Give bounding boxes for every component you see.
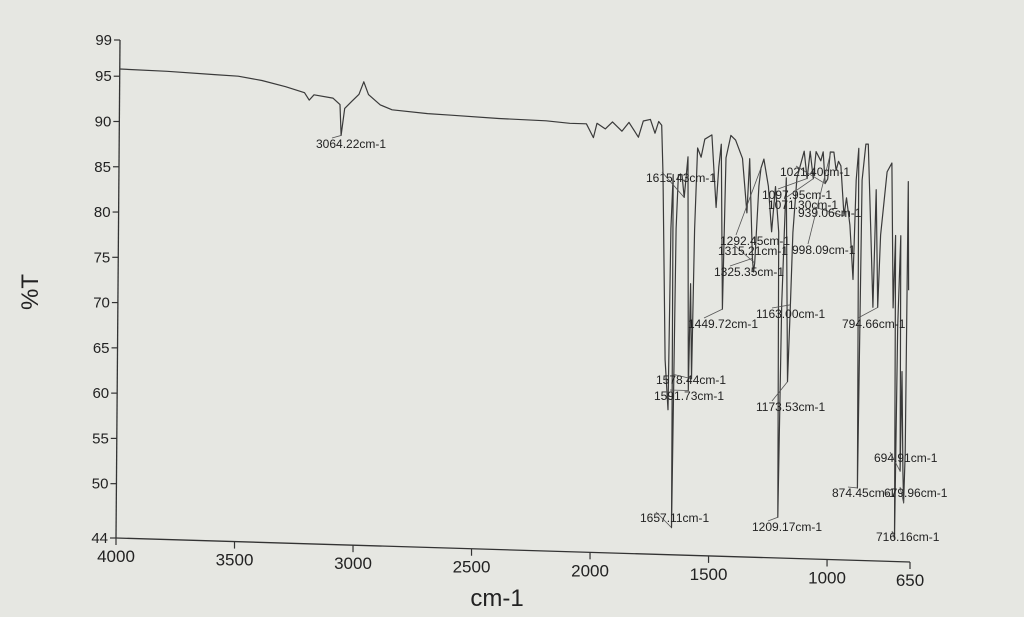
- peak-label: 1209.17cm-1: [752, 520, 822, 534]
- peak-label: 998.09cm-1: [792, 243, 856, 257]
- x-tick-label: 3000: [334, 554, 372, 573]
- y-tick-label: 75: [94, 249, 111, 266]
- peak-label: 1591.73cm-1: [654, 389, 724, 403]
- y-tick-label: 55: [92, 430, 109, 447]
- x-tick-label: 1000: [808, 568, 846, 587]
- y-tick-label: 85: [94, 159, 111, 176]
- y-tick-label: 65: [93, 340, 110, 357]
- peak-label: 1021.40cm-1: [780, 165, 850, 179]
- peak-label: 716.16cm-1: [876, 530, 940, 544]
- x-tick-label: 2500: [453, 558, 491, 577]
- y-tick-label: 70: [93, 295, 110, 312]
- peak-label: 1325.35cm-1: [714, 265, 784, 279]
- peak-label: 694.91cm-1: [874, 451, 938, 465]
- peak-label: 1449.72cm-1: [688, 317, 758, 331]
- peak-label: 939.06cm-1: [798, 206, 862, 220]
- x-tick-label: 1500: [690, 565, 728, 584]
- peak-label: 1578.44cm-1: [656, 373, 726, 387]
- y-tick-label: 95: [95, 68, 112, 85]
- peak-label: 1163.00cm-1: [756, 307, 825, 321]
- x-axis-title: cm-1: [470, 585, 523, 612]
- peak-label: 1315.21cm-1: [718, 244, 788, 258]
- peak-label: 1615.43cm-1: [646, 171, 716, 185]
- y-tick-label: 90: [95, 113, 112, 130]
- peak-label: 1173.53cm-1: [756, 400, 825, 414]
- peak-label: 679.96cm-1: [884, 486, 948, 500]
- x-tick-label: 4000: [97, 547, 135, 566]
- y-tick-label: 99: [95, 32, 112, 49]
- y-tick-label: 60: [92, 385, 109, 402]
- x-tick-label: 2000: [571, 561, 609, 580]
- peak-label: 794.66cm-1: [842, 317, 906, 331]
- y-tick-label: 80: [94, 204, 111, 221]
- y-tick-label: 44: [91, 530, 108, 547]
- x-tick-label: 650: [896, 571, 924, 590]
- y-tick-label: 50: [92, 476, 109, 493]
- y-axis-title: %T: [17, 274, 44, 310]
- peak-label: 3064.22cm-1: [316, 137, 386, 151]
- x-tick-label: 3500: [216, 551, 254, 570]
- peak-label: 1657.11cm-1: [640, 511, 709, 525]
